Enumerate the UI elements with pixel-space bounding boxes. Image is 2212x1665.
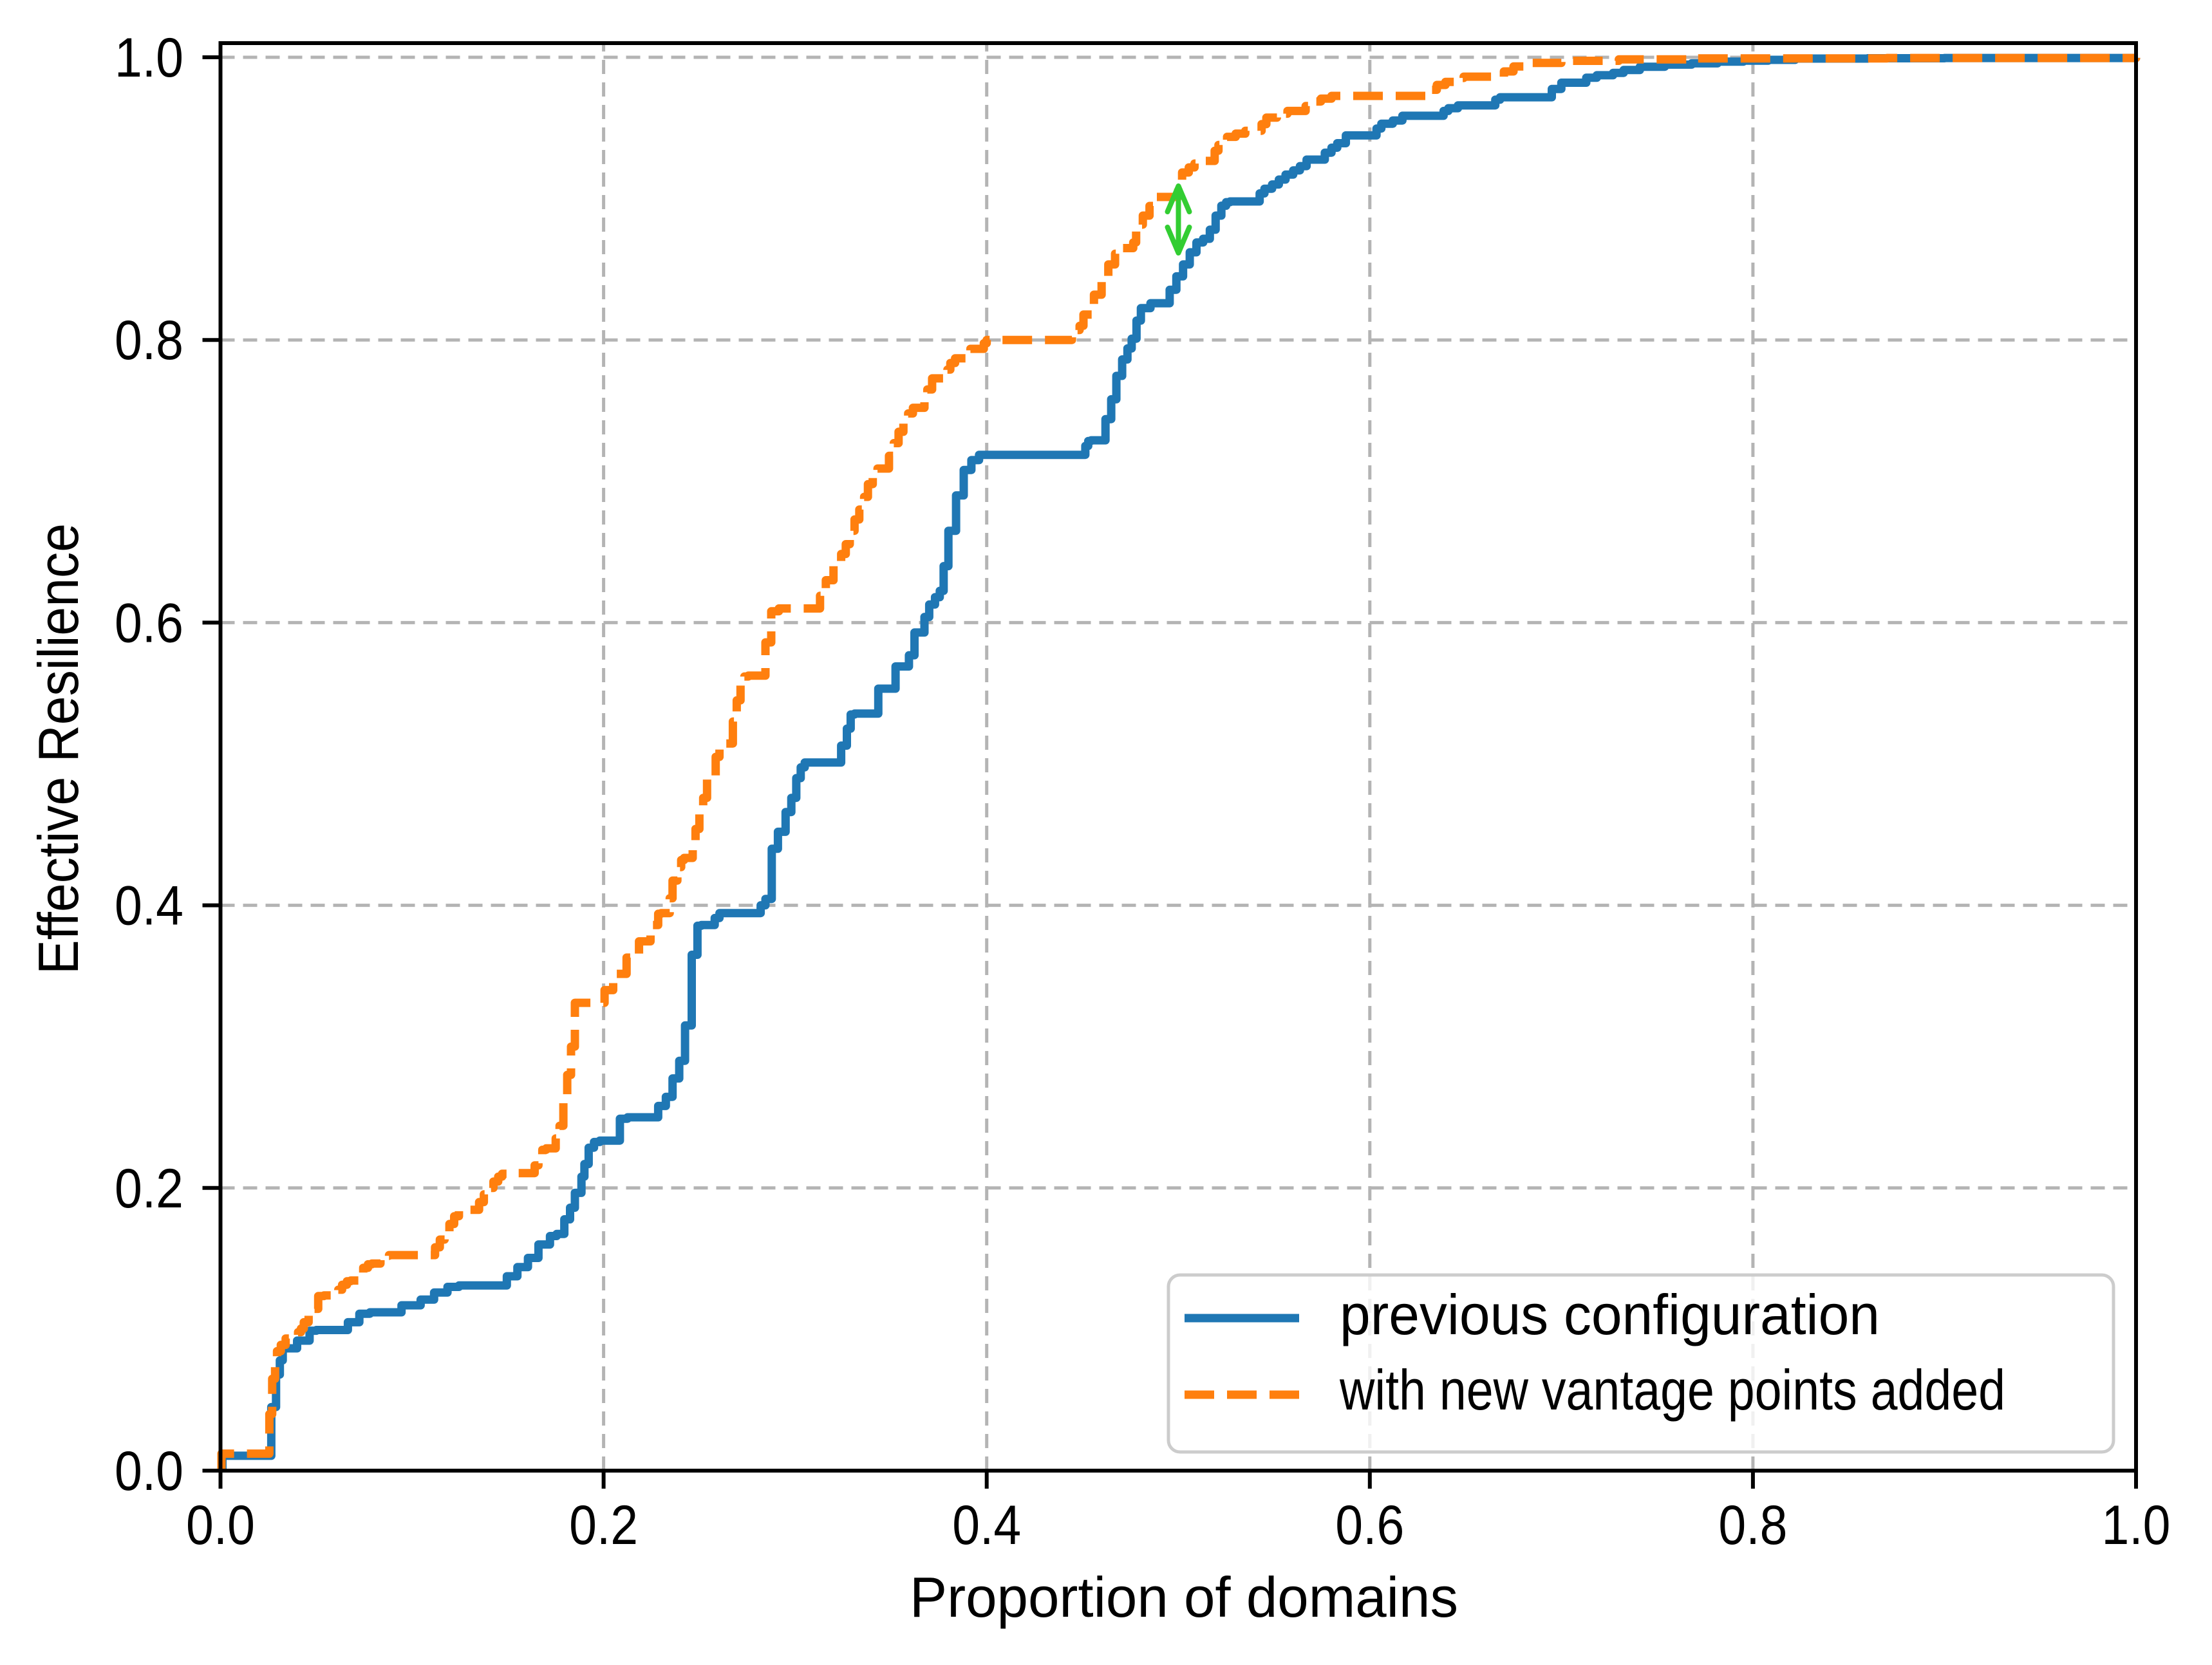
svg-text:0.0: 0.0	[115, 1440, 183, 1502]
svg-text:0.8: 0.8	[115, 310, 183, 371]
svg-text:0.0: 0.0	[186, 1494, 255, 1556]
svg-text:0.4: 0.4	[952, 1494, 1021, 1556]
svg-text:Proportion of domains: Proportion of domains	[910, 1565, 1458, 1629]
svg-text:0.6: 0.6	[115, 592, 183, 654]
svg-text:0.2: 0.2	[115, 1158, 183, 1220]
svg-text:previous configuration: previous configuration	[1340, 1283, 1880, 1346]
svg-text:1.0: 1.0	[2102, 1494, 2171, 1556]
svg-text:0.4: 0.4	[115, 875, 183, 937]
svg-text:0.8: 0.8	[1718, 1494, 1787, 1556]
svg-text:0.6: 0.6	[1335, 1494, 1404, 1556]
svg-text:1.0: 1.0	[115, 27, 183, 89]
svg-text:with new vantage points added: with new vantage points added	[1339, 1358, 2005, 1422]
svg-text:Effective Resilience: Effective Resilience	[26, 523, 90, 974]
svg-text:0.2: 0.2	[569, 1494, 638, 1556]
